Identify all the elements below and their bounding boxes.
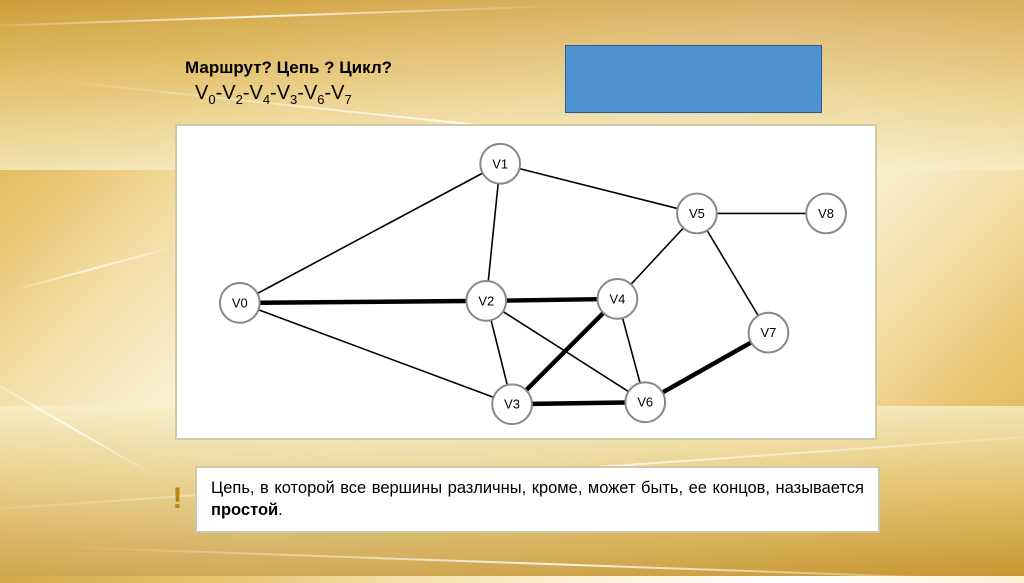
node-label-V4: V4 bbox=[610, 291, 626, 306]
node-label-V1: V1 bbox=[492, 156, 508, 171]
edge-V5-V7 bbox=[707, 230, 758, 315]
edge-V6-V7 bbox=[663, 342, 752, 392]
node-label-V5: V5 bbox=[689, 206, 705, 221]
definition-row: ! Цепь, в которой все вершины различны, … bbox=[160, 466, 880, 533]
edge-V2-V3 bbox=[491, 320, 507, 385]
graph-panel: V0 V1 V2 V3 V4 V5 V6 V7 V8 bbox=[175, 124, 877, 440]
edge-V3-V6 bbox=[532, 403, 625, 404]
bg-streak bbox=[0, 368, 161, 480]
bg-streak bbox=[0, 5, 560, 28]
node-label-V7: V7 bbox=[761, 325, 777, 340]
edge-V4-V3 bbox=[526, 313, 603, 390]
edge-V0-V1 bbox=[257, 173, 482, 293]
node-label-V2: V2 bbox=[478, 293, 494, 308]
edge-V2-V4 bbox=[506, 299, 597, 300]
definition-box: Цепь, в которой все вершины различны, кр… bbox=[195, 466, 880, 533]
node-label-V0: V0 bbox=[232, 295, 248, 310]
edge-V4-V6 bbox=[623, 318, 640, 383]
node-label-V3: V3 bbox=[504, 397, 520, 412]
node-label-V8: V8 bbox=[818, 206, 834, 221]
edge-V0-V2 bbox=[260, 301, 467, 303]
edge-V1-V5 bbox=[519, 169, 677, 209]
edge-V4-V5 bbox=[631, 228, 683, 284]
graph-svg: V0 V1 V2 V3 V4 V5 V6 V7 V8 bbox=[177, 126, 875, 438]
edge-V1-V2 bbox=[488, 184, 498, 282]
exclamation-mark: ! bbox=[160, 482, 195, 516]
blue-callout-box bbox=[565, 45, 822, 113]
edge-V0-V3 bbox=[258, 310, 493, 397]
path-sequence: V0-V2-V4-V3-V6-V7 bbox=[195, 82, 352, 107]
node-label-V6: V6 bbox=[637, 395, 653, 410]
question-text: Маршрут? Цепь ? Цикл? bbox=[185, 58, 392, 78]
bg-streak bbox=[60, 546, 1024, 583]
bg-streak bbox=[10, 243, 184, 292]
